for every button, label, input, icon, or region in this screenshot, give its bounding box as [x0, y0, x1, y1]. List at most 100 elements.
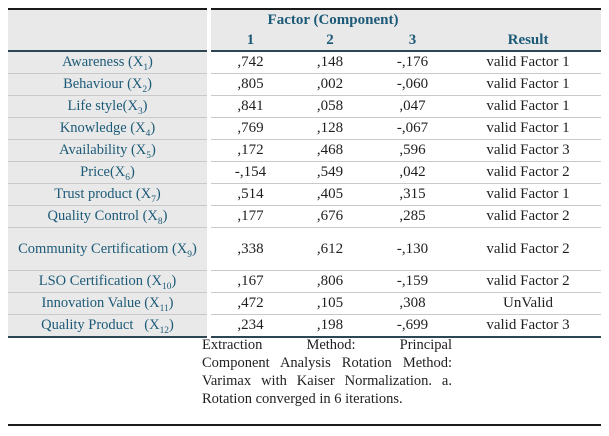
column-header-1: 1 — [209, 30, 290, 52]
result-value: UnValid — [455, 292, 602, 315]
result-value: valid Factor 1 — [455, 117, 602, 140]
table-row: Awareness (X1) ,742 ,148 -,176 valid Fac… — [8, 51, 602, 74]
loading-value: -,130 — [370, 227, 456, 271]
loading-value: ,805 — [209, 73, 290, 96]
loading-value: ,596 — [370, 139, 456, 162]
row-label: Quality Product (X12) — [8, 314, 211, 338]
row-label: Life style(X3) — [8, 95, 211, 118]
loading-value: -,154 — [209, 161, 290, 184]
loading-value: ,676 — [290, 205, 370, 228]
header-empty-cell — [8, 9, 211, 30]
result-value: valid Factor 1 — [455, 183, 602, 206]
result-value: valid Factor 3 — [455, 314, 602, 338]
loading-value: ,338 — [209, 227, 290, 271]
result-value: valid Factor 2 — [455, 205, 602, 228]
loading-value: ,514 — [209, 183, 290, 206]
loading-value: ,315 — [370, 183, 456, 206]
table-row: Availability (X5) ,172 ,468 ,596 valid F… — [8, 139, 602, 162]
subscript: 10 — [161, 282, 172, 293]
result-value: valid Factor 3 — [455, 139, 602, 162]
loading-value: ,549 — [290, 161, 370, 184]
subscript: 4 — [145, 129, 151, 140]
subscript: 2 — [142, 85, 148, 96]
loading-value: ,128 — [290, 117, 370, 140]
table-row: Quality Product (X12) ,234 ,198 -,699 va… — [8, 314, 602, 338]
loading-value: ,612 — [290, 227, 370, 271]
header-group-title: Factor (Component) — [209, 9, 456, 30]
loading-value: ,148 — [290, 51, 370, 74]
loading-value: ,105 — [290, 292, 370, 315]
table-row: Price(X6) -,154 ,549 ,042 valid Factor 2 — [8, 161, 602, 184]
table-row: Quality Control (X8) ,177 ,676 ,285 vali… — [8, 205, 602, 228]
bottom-rule — [8, 424, 601, 426]
table-row: Behaviour (X2) ,805 ,002 -,060 valid Fac… — [8, 73, 602, 96]
row-label: LSO Certification (X10) — [8, 270, 211, 293]
loading-value: -,060 — [370, 73, 456, 96]
loading-value: ,806 — [290, 270, 370, 293]
result-value: valid Factor 2 — [455, 161, 602, 184]
subscript: 5 — [146, 151, 151, 162]
header-group-row: Factor (Component) — [8, 9, 602, 30]
loading-value: ,285 — [370, 205, 456, 228]
loading-value: ,308 — [370, 292, 456, 315]
row-label: Quality Control (X8) — [8, 205, 211, 228]
result-value: valid Factor 1 — [455, 73, 602, 96]
result-value: valid Factor 2 — [455, 227, 602, 271]
loading-value: -,176 — [370, 51, 456, 74]
loading-value: -,159 — [370, 270, 456, 293]
header-empty-cell — [455, 9, 602, 30]
table-row: LSO Certification (X10) ,167 ,806 -,159 … — [8, 270, 602, 293]
subscript: 3 — [137, 107, 143, 118]
table-footnote: Extraction Method: Principal Component A… — [202, 336, 452, 408]
footnote-line: Rotation converged in 6 iterations. — [202, 391, 403, 407]
loading-value: ,172 — [209, 139, 290, 162]
loading-value: -,067 — [370, 117, 456, 140]
loading-value: ,167 — [209, 270, 290, 293]
loading-value: ,472 — [209, 292, 290, 315]
subscript: 11 — [159, 304, 169, 315]
row-label: Behaviour (X2) — [8, 73, 211, 96]
subscript: 7 — [151, 195, 156, 206]
subscript: 12 — [159, 326, 169, 337]
loading-value: ,405 — [290, 183, 370, 206]
result-value: valid Factor 1 — [455, 51, 602, 74]
subscript: 1 — [143, 63, 149, 74]
header-columns-row: 1 2 3 Result — [8, 30, 602, 52]
row-label: Price(X6) — [8, 161, 211, 184]
column-header-result: Result — [455, 30, 602, 52]
subscript: 9 — [187, 249, 192, 260]
subscript: 6 — [125, 173, 130, 184]
loading-value: ,234 — [209, 314, 290, 338]
row-label: Availability (X5) — [8, 139, 211, 162]
result-value: valid Factor 1 — [455, 95, 602, 118]
result-value: valid Factor 2 — [455, 270, 602, 293]
loading-value: ,177 — [209, 205, 290, 228]
loading-value: ,769 — [209, 117, 290, 140]
row-label: Innovation Value (X11) — [8, 292, 211, 315]
header-empty-cell — [8, 30, 211, 52]
row-label: Awareness (X1) — [8, 51, 211, 74]
row-label: Knowledge (X4) — [8, 117, 211, 140]
footnote-line: Varimax with Kaiser Normalization. a. — [202, 373, 452, 389]
loading-value: -,699 — [370, 314, 456, 338]
footnote-line: Extraction Method: Principal — [202, 337, 452, 353]
loading-value: ,002 — [290, 73, 370, 96]
table-row: Knowledge (X4) ,769 ,128 -,067 valid Fac… — [8, 117, 602, 140]
loading-value: ,042 — [370, 161, 456, 184]
table-row: Community Certificatiom (X9) ,338 ,612 -… — [8, 227, 602, 271]
row-label: Trust product (X7) — [8, 183, 211, 206]
row-label: Community Certificatiom (X9) — [8, 227, 211, 271]
loading-value: ,047 — [370, 95, 456, 118]
column-header-2: 2 — [290, 30, 370, 52]
subscript: 8 — [157, 217, 163, 228]
footnote-line: Component Analysis Rotation Method: — [202, 355, 452, 371]
table-row: Innovation Value (X11) ,472 ,105 ,308 Un… — [8, 292, 602, 315]
loading-value: ,841 — [209, 95, 290, 118]
loading-value: ,468 — [290, 139, 370, 162]
loading-value: ,742 — [209, 51, 290, 74]
column-header-3: 3 — [370, 30, 456, 52]
loading-value: ,058 — [290, 95, 370, 118]
table-row: Trust product (X7) ,514 ,405 ,315 valid … — [8, 183, 602, 206]
loading-value: ,198 — [290, 314, 370, 338]
